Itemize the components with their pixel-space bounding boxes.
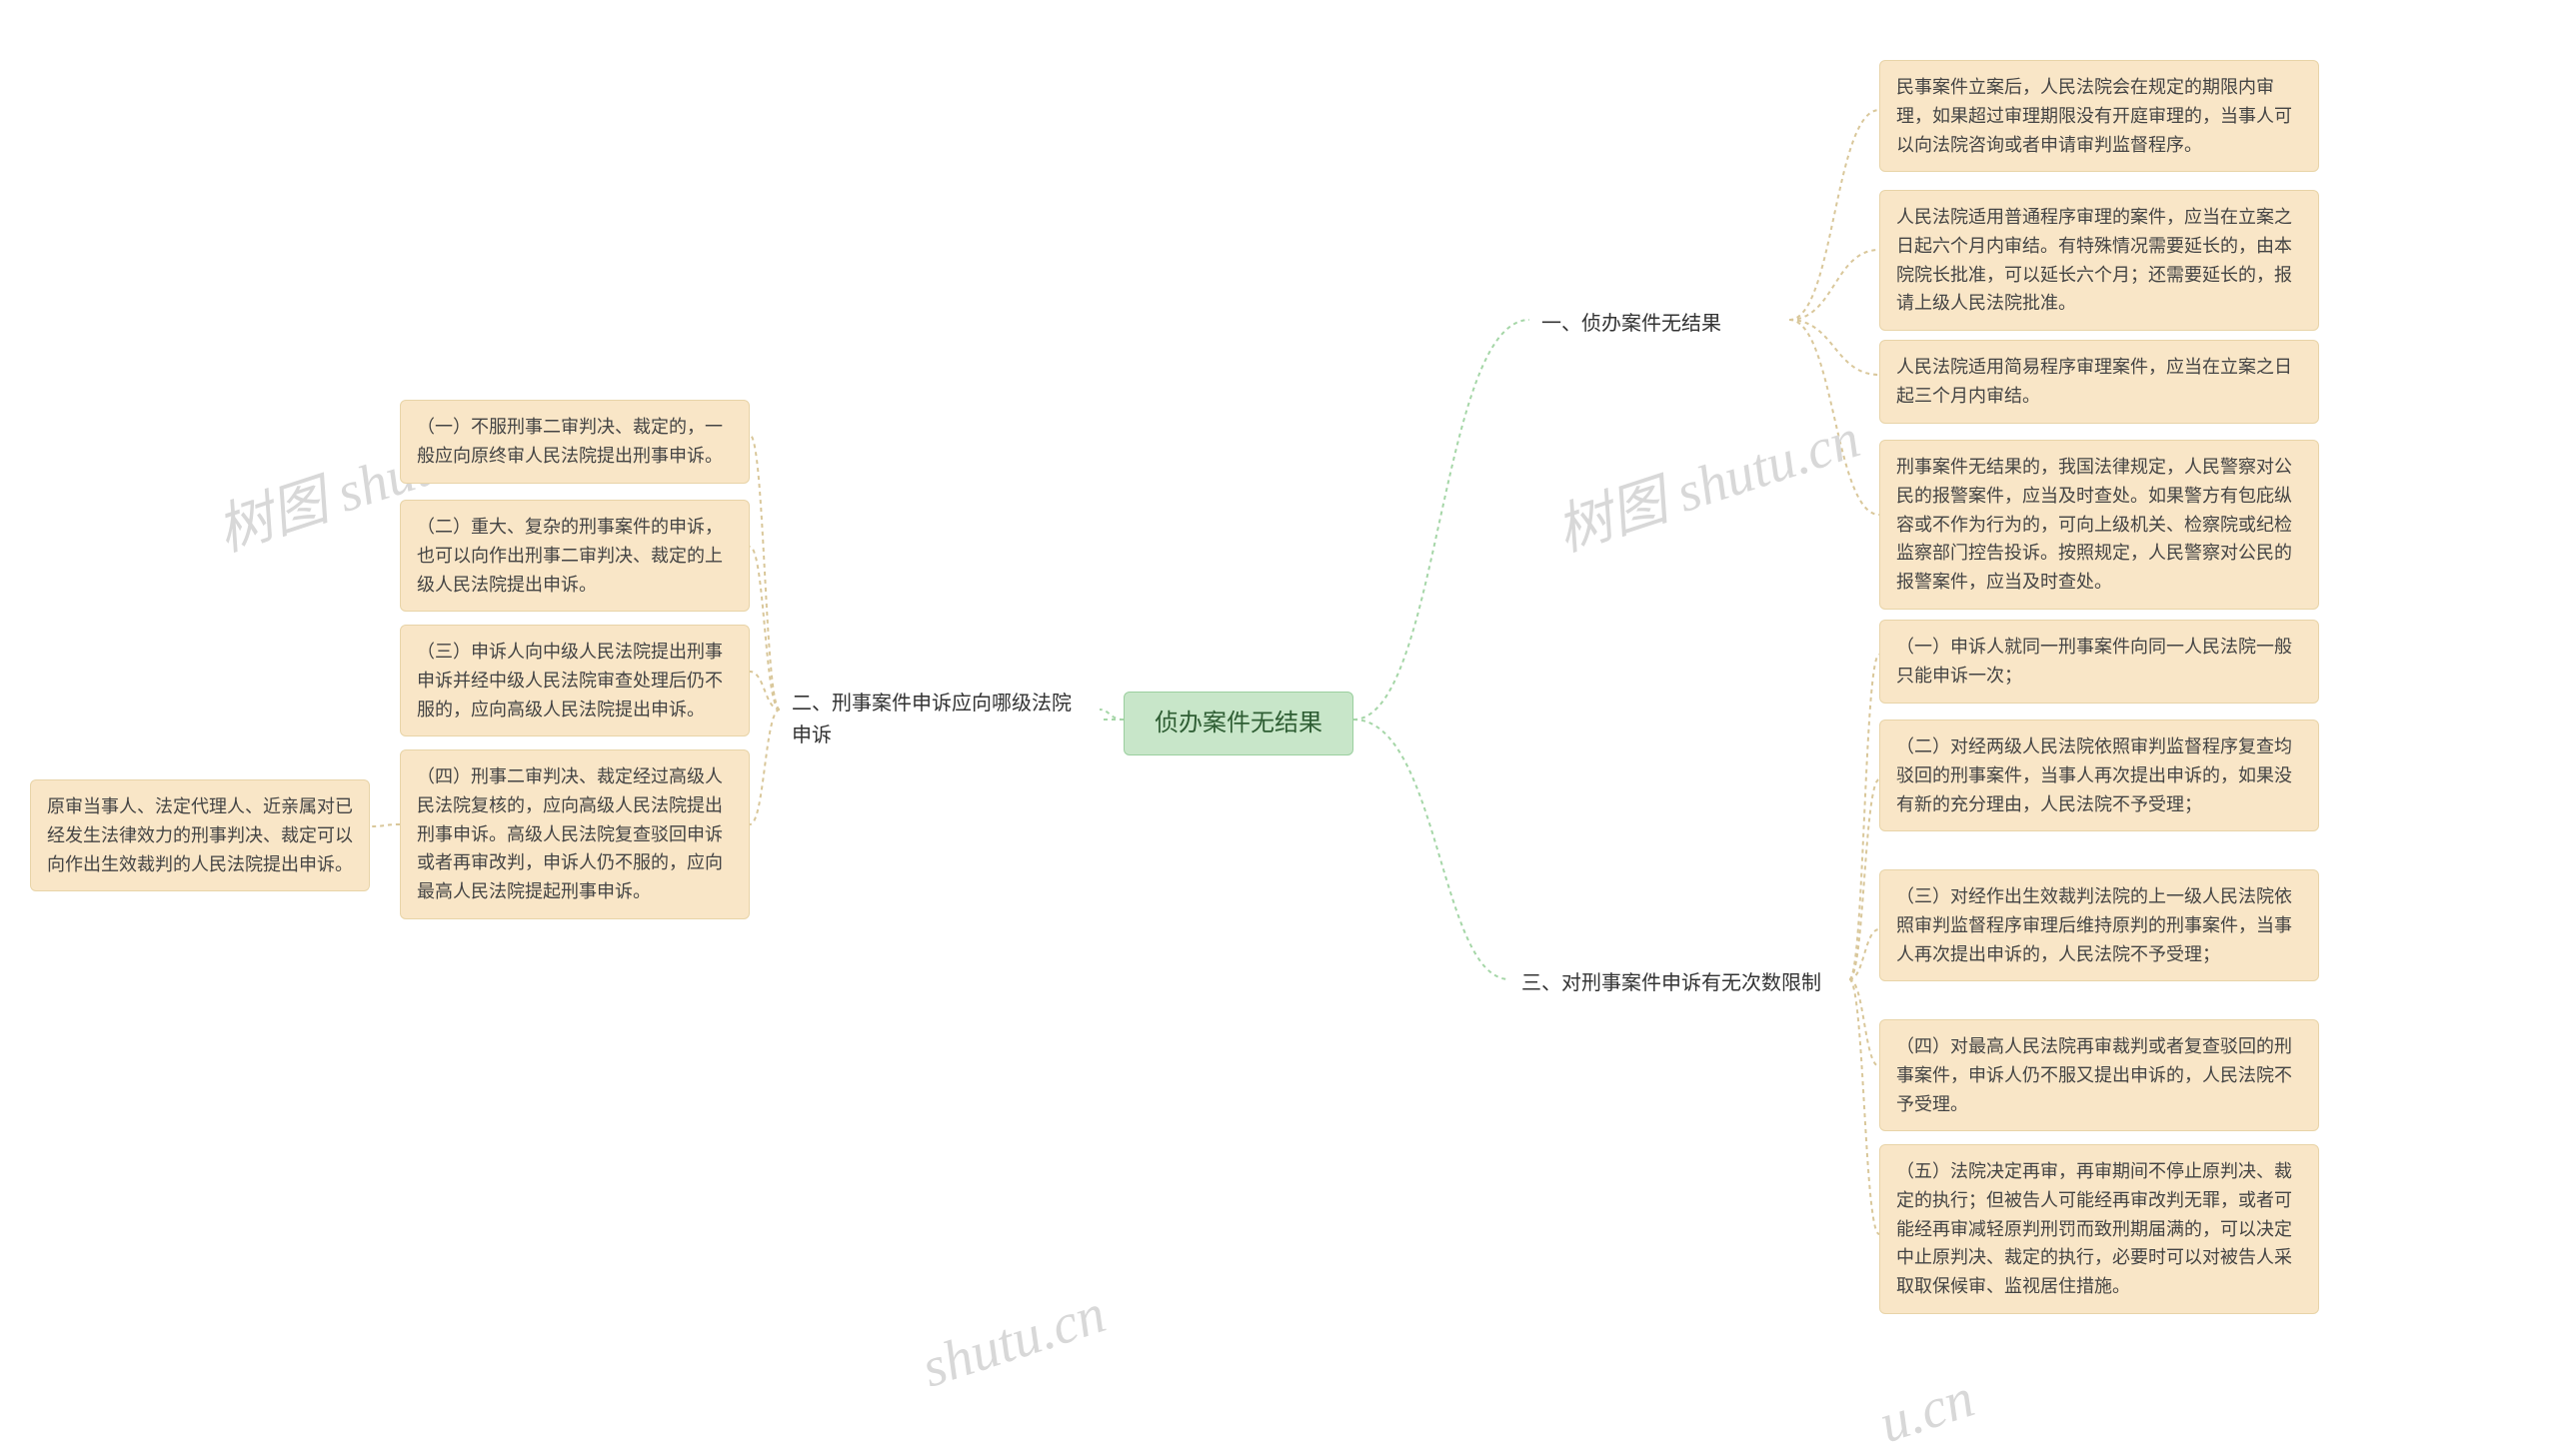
watermark: shutu.cn [915, 1281, 1114, 1400]
leaf-node[interactable]: （二）重大、复杂的刑事案件的申诉，也可以向作出刑事二审判决、裁定的上级人民法院提… [400, 500, 750, 612]
leaf-node[interactable]: （一）申诉人就同一刑事案件向同一人民法院一般只能申诉一次； [1879, 620, 2319, 704]
leaf-node[interactable]: 人民法院适用简易程序审理案件，应当在立案之日起三个月内审结。 [1879, 340, 2319, 424]
leaf-node[interactable]: （四）刑事二审判决、裁定经过高级人民法院复核的，应向高级人民法院提出刑事申诉。高… [400, 749, 750, 919]
leaf-node[interactable]: 民事案件立案后，人民法院会在规定的期限内审理，如果超过审理期限没有开庭审理的，当… [1879, 60, 2319, 172]
leaf-node[interactable]: （一）不服刑事二审判决、裁定的，一般应向原终审人民法院提出刑事申诉。 [400, 400, 750, 484]
leaf-node[interactable]: 刑事案件无结果的，我国法律规定，人民警察对公民的报警案件，应当及时查处。如果警方… [1879, 440, 2319, 610]
branch-node-3[interactable]: 三、对刑事案件申诉有无次数限制 [1509, 959, 1849, 1007]
watermark: u.cn [1871, 1366, 1981, 1456]
leaf-node[interactable]: （四）对最高人民法院再审裁判或者复查驳回的刑事案件，申诉人仍不服又提出申诉的，人… [1879, 1019, 2319, 1131]
watermark: 树图 shutu.cn [1544, 393, 1868, 567]
mindmap-canvas: 树图 shutu.cn 树图 shutu.cn shutu.cn u.cn 侦办… [0, 0, 2559, 1446]
leaf-node[interactable]: （三）对经作出生效裁判法院的上一级人民法院依照审判监督程序审理后维持原判的刑事案… [1879, 869, 2319, 981]
branch-node-1[interactable]: 一、侦办案件无结果 [1529, 300, 1789, 348]
leaf-node[interactable]: （二）对经两级人民法院依照审判监督程序复查均驳回的刑事案件，当事人再次提出申诉的… [1879, 720, 2319, 831]
root-node[interactable]: 侦办案件无结果 [1124, 692, 1353, 755]
leaf-node[interactable]: 人民法院适用普通程序审理的案件，应当在立案之日起六个月内审结。有特殊情况需要延长… [1879, 190, 2319, 331]
branch-node-2[interactable]: 二、刑事案件申诉应向哪级法院申诉 [780, 680, 1100, 759]
leaf-node-sub[interactable]: 原审当事人、法定代理人、近亲属对已经发生法律效力的刑事判决、裁定可以向作出生效裁… [30, 779, 370, 891]
leaf-node[interactable]: （五）法院决定再审，再审期间不停止原判决、裁定的执行；但被告人可能经再审改判无罪… [1879, 1144, 2319, 1314]
leaf-node[interactable]: （三）申诉人向中级人民法院提出刑事申诉并经中级人民法院审查处理后仍不服的，应向高… [400, 625, 750, 736]
